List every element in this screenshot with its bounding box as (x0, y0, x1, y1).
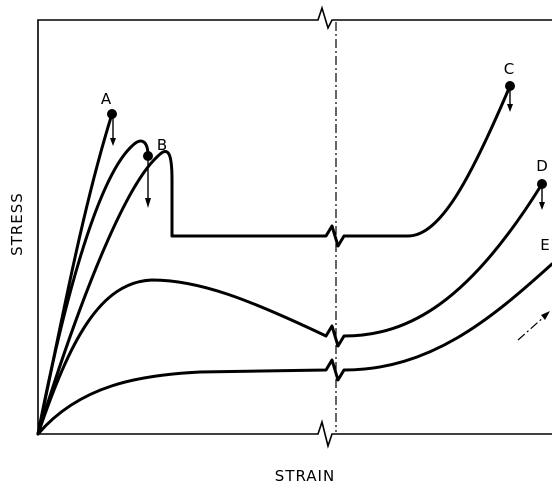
curve-a-arrow-head (110, 138, 116, 146)
curve-d-label: D (536, 157, 548, 175)
curve-b-fracture-marker (143, 151, 153, 161)
curve-e-label: E (540, 236, 549, 254)
curve-a-label: A (101, 90, 112, 108)
curve-e (36, 262, 552, 436)
curve-e-continuation-arrow (517, 315, 546, 341)
curve-c (36, 84, 512, 436)
curve-d-arrow-head (539, 202, 545, 210)
curve-b (36, 139, 150, 436)
curve-c-fracture-marker (505, 81, 515, 91)
curve-b-arrow-head (145, 198, 151, 208)
curve-e-arrow-head (541, 311, 550, 320)
curve-c-arrow-head (507, 104, 513, 112)
curve-d (36, 182, 544, 436)
curve-a-fracture-marker (107, 109, 117, 119)
y-axis-label: STRESS (8, 192, 26, 256)
x-axis-label: STRAIN (275, 467, 335, 485)
curve-c-label: C (504, 60, 514, 78)
plot-frame (37, 5, 552, 449)
curve-b-label: B (157, 136, 167, 154)
curve-d-fracture-marker (537, 179, 547, 189)
